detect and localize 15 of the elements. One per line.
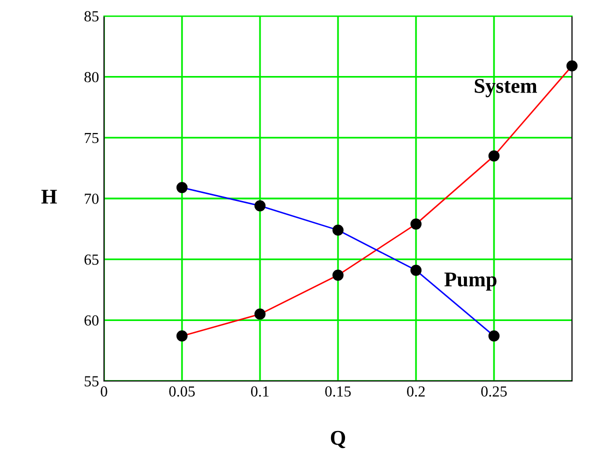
x-tick-label: 0: [100, 386, 108, 397]
y-tick-label: 55: [84, 376, 99, 386]
y-tick-label: 60: [84, 315, 99, 326]
x-tick-label: 0.05: [169, 386, 195, 397]
y-tick-label: 75: [84, 132, 99, 144]
y-tick-label: 85: [84, 11, 99, 22]
x-tick-label: 0.25: [481, 386, 507, 397]
y-tick-label: 65: [84, 254, 99, 265]
y-tick-label: 70: [84, 194, 99, 204]
x-tick-label: 0.1: [251, 386, 269, 397]
x-tick-label: 0.2: [407, 386, 425, 397]
y-tick-label: 80: [84, 72, 99, 82]
y-axis-title: H: [41, 190, 57, 204]
x-tick-label: 0.15: [325, 386, 351, 397]
x-axis-title: Q: [330, 430, 346, 448]
